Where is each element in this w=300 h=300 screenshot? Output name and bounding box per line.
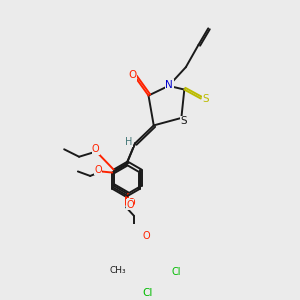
Text: O: O [142, 231, 150, 241]
Text: Cl: Cl [171, 267, 181, 277]
Text: H: H [125, 136, 133, 146]
Text: S: S [202, 94, 209, 103]
Text: O: O [92, 144, 100, 154]
Text: O: O [126, 200, 134, 210]
Text: CH₃: CH₃ [110, 266, 126, 275]
Text: O: O [128, 198, 136, 208]
Text: N: N [165, 80, 173, 90]
Text: O: O [94, 165, 102, 175]
Text: O: O [128, 70, 136, 80]
Text: S: S [181, 116, 187, 126]
Text: Cl: Cl [142, 288, 153, 298]
